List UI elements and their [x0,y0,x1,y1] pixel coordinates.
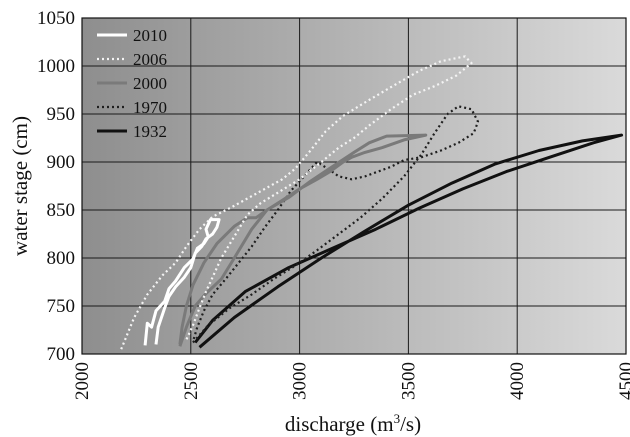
y-tick-label: 750 [47,296,76,317]
x-tick-label: 3000 [290,362,311,400]
plot-area [82,18,626,354]
y-tick-label: 1050 [37,8,75,29]
legend-label-1932: 1932 [133,122,167,141]
legend-label-2006: 2006 [133,50,167,69]
legend-label-2010: 2010 [133,26,167,45]
legend: 2010 2006 2000 1970 1932 [97,26,167,141]
x-axis-title-main: discharge (m [285,412,394,436]
x-tick-label: 2000 [72,362,93,400]
y-tick-labels: 700 750 800 850 900 950 1000 1050 [37,8,75,365]
x-axis-title-tail: /s) [400,412,421,436]
y-tick-label: 800 [47,248,76,269]
plot-border [81,17,627,355]
x-axis-title: discharge (m3/s) [285,411,421,436]
y-axis-title: water stage (cm) [8,116,32,256]
x-axis-title-superscript: 3 [394,411,401,426]
legend-label-1970: 1970 [133,98,167,117]
y-tick-label: 950 [47,104,76,125]
series-line-1970 [191,105,480,344]
series-line-2010 [143,218,221,346]
y-tick-label: 700 [47,344,76,365]
series-line-2006 [120,55,473,350]
x-tick-label: 4500 [616,362,630,400]
y-tick-label: 1000 [37,56,75,77]
legend-label-2000: 2000 [133,74,167,93]
x-tick-label: 2500 [181,362,202,400]
series-line-2000 [178,133,428,347]
series-line-1932 [194,133,624,349]
y-tick-label: 850 [47,200,76,221]
x-tick-label: 4000 [507,362,528,400]
x-tick-label: 3500 [398,362,419,400]
series-layer [120,55,624,350]
y-tick-label: 900 [47,152,76,173]
x-tick-labels: 2000 2500 3000 3500 4000 4500 [72,362,630,400]
